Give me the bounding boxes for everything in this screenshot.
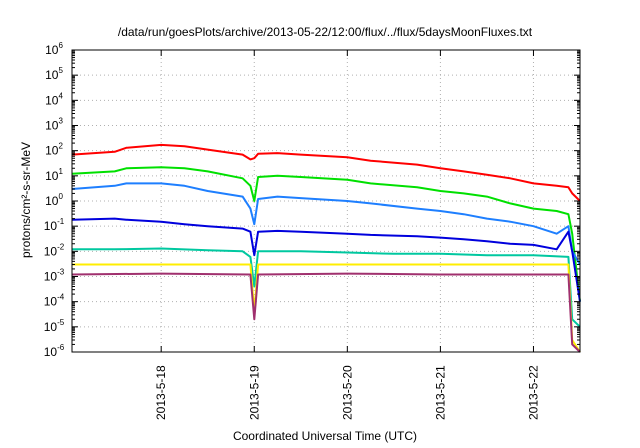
x-tick-label: 2013-5-21 — [433, 365, 447, 420]
x-tick-label: 2013-5-18 — [154, 365, 168, 420]
series-line — [72, 263, 581, 353]
y-tick-label: 100 — [45, 192, 63, 208]
y-tick-label: 10-4 — [44, 293, 65, 309]
y-tick-label: 10-1 — [44, 217, 65, 233]
x-axis-label: Coordinated Universal Time (UTC) — [233, 429, 417, 443]
series-line — [71, 143, 581, 202]
y-axis-ticks: 10-6 10-5 10-4 10-3 10-2 10-1 100 101 102 103 104 1… — [44, 41, 580, 359]
y-axis-label: protons/cm²-s-sr-MeV — [19, 142, 33, 258]
y-tick-label: 10-6 — [44, 343, 65, 359]
y-tick-label: 104 — [45, 91, 63, 107]
series-line — [71, 182, 581, 266]
y-tick-label: 10-2 — [44, 242, 65, 258]
y-tick-label: 103 — [45, 117, 63, 133]
series-line — [72, 247, 581, 328]
series-line — [71, 166, 581, 302]
x-tick-label: 2013-5-20 — [340, 365, 354, 420]
x-tick-label: 2013-5-19 — [247, 365, 261, 420]
chart-title: /data/run/goesPlots/archive/2013-05-22/1… — [118, 25, 533, 39]
series-line — [71, 272, 581, 353]
grid — [72, 50, 580, 352]
y-tick-label: 106 — [45, 41, 63, 57]
y-tick-label: 10-3 — [44, 268, 65, 284]
y-tick-label: 10-5 — [44, 318, 65, 334]
y-tick-label: 102 — [45, 142, 63, 158]
y-tick-label: 105 — [45, 66, 63, 82]
y-tick-label: 101 — [45, 167, 63, 183]
x-tick-label: 2013-5-22 — [526, 365, 540, 420]
series-line — [71, 217, 581, 302]
series-layer — [71, 143, 581, 353]
x-axis-ticks: 2013-5-18 2013-5-19 2013-5-20 2013-5-21 2013… — [154, 50, 540, 420]
